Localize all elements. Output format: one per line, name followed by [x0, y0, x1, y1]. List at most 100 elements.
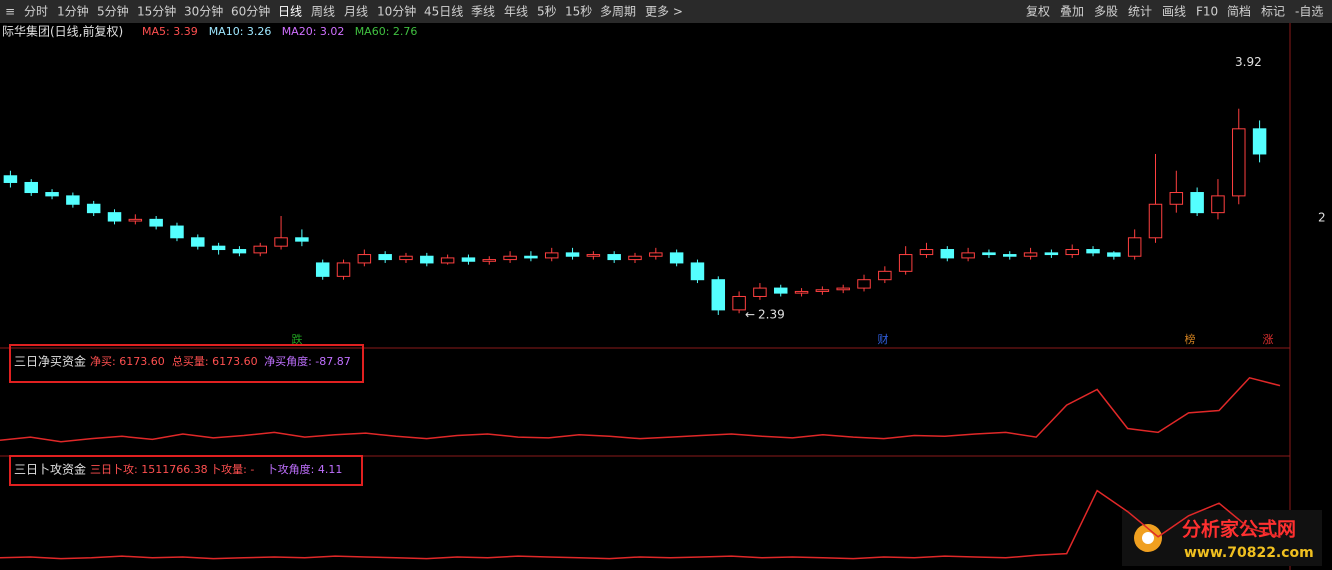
candle-body — [378, 254, 392, 261]
highlight-box — [9, 455, 363, 486]
candle-body — [503, 255, 517, 261]
ma-label: MA60: 2.76 — [355, 25, 418, 38]
candle-body — [565, 252, 580, 257]
candle-body — [1023, 252, 1038, 257]
period-tab[interactable]: 分时 — [24, 5, 48, 19]
candle-body — [1211, 195, 1225, 214]
period-tab[interactable]: 年线 — [504, 5, 528, 19]
period-tab[interactable]: 周线 — [311, 5, 335, 19]
candle-body — [898, 254, 913, 272]
candle-body — [149, 218, 163, 227]
candle-body — [940, 249, 955, 259]
candle-body — [607, 254, 621, 261]
candle-body — [336, 262, 351, 277]
toolbar-icon: ≡ — [5, 5, 15, 19]
candle-body — [482, 259, 497, 262]
candle-body — [1127, 237, 1142, 257]
period-tab[interactable]: 日线 — [278, 5, 302, 19]
period-tab[interactable]: 多周期 — [600, 5, 636, 19]
period-tab[interactable]: 1分钟 — [57, 4, 89, 19]
period-tab[interactable]: 30分钟 — [184, 4, 223, 19]
candle-body — [669, 252, 684, 264]
period-tab[interactable]: 季线 — [471, 5, 495, 19]
candle-body — [461, 257, 476, 262]
candle-body — [440, 257, 455, 264]
period-tab[interactable]: 15分钟 — [137, 4, 176, 19]
candle-body — [399, 255, 413, 261]
candle-body — [128, 218, 143, 222]
candle-body — [1148, 203, 1163, 239]
candle-body — [878, 270, 892, 281]
tool-button[interactable]: 标记 — [1261, 5, 1285, 19]
period-tab[interactable]: 10分钟 — [377, 4, 416, 19]
period-tab[interactable]: 月线 — [344, 5, 368, 19]
ma-label: MA10: 3.26 — [209, 25, 272, 38]
ma-label: MA20: 3.02 — [282, 25, 345, 38]
candle-body — [628, 255, 642, 261]
tool-button[interactable]: 统计 — [1128, 5, 1152, 19]
period-tab[interactable]: 60分钟 — [231, 4, 270, 19]
candle-body — [1252, 128, 1267, 155]
period-tab[interactable]: 15秒 — [565, 5, 592, 19]
period-tab[interactable]: 更多 > — [645, 5, 683, 19]
indicator-legend: 卜攻量: - — [210, 462, 254, 476]
candle-body — [586, 254, 601, 257]
watermark-title: 分析家公式网 — [1182, 518, 1296, 541]
toolbar — [0, 0, 1332, 23]
candle-body — [45, 192, 59, 197]
candle-body — [524, 255, 538, 259]
tool-button[interactable]: 简档 — [1227, 5, 1251, 19]
candle-body — [732, 295, 746, 311]
candle-body — [773, 287, 788, 294]
candle-body — [836, 287, 850, 291]
candle-body — [295, 237, 309, 242]
tool-button[interactable]: 叠加 — [1060, 5, 1084, 19]
candle-body — [961, 252, 975, 259]
indicator-line — [0, 489, 1281, 560]
tool-button[interactable]: 画线 — [1162, 5, 1186, 19]
candle-body — [315, 262, 330, 277]
indicator-legend: 净买角度: -87.87 — [264, 354, 351, 368]
candle-body — [690, 262, 705, 281]
candle-body — [107, 212, 122, 222]
tool-button[interactable]: F10 — [1196, 5, 1218, 19]
watermark-url: www.70822.com — [1184, 545, 1314, 561]
candle-body — [1190, 192, 1204, 214]
chart-title: 际华集团(日线,前复权) — [2, 24, 123, 39]
tool-button[interactable]: 多股 — [1094, 5, 1118, 19]
event-marker: 跌 — [292, 332, 303, 346]
candle-body — [1044, 252, 1059, 256]
candle-body — [253, 245, 267, 254]
candle-body — [857, 279, 871, 289]
candle-body — [753, 287, 767, 297]
arrow: ← — [745, 307, 755, 321]
candle-body — [711, 279, 726, 311]
candle-body — [1086, 249, 1100, 254]
logo — [1142, 532, 1154, 544]
candle-body — [982, 252, 996, 256]
indicator-legend: 三日卜攻: 1511766.38 — [90, 462, 208, 476]
candle-body — [1003, 254, 1017, 257]
candle-body — [211, 245, 226, 251]
indicator-title: 三日卜攻资金 — [14, 462, 86, 477]
indicator-line — [0, 376, 1281, 443]
candle-body — [919, 249, 934, 256]
indicator-legend: 卜攻角度: 4.11 — [267, 462, 343, 476]
candle-body — [649, 252, 663, 257]
indicator-legend: 总买量: 6173.60 — [172, 354, 258, 368]
tool-button[interactable]: -自选 — [1295, 5, 1323, 19]
period-tab[interactable]: 5秒 — [537, 5, 557, 19]
period-tab[interactable]: 5分钟 — [97, 4, 129, 19]
candle-body — [544, 252, 559, 259]
period-tab[interactable]: 45日线 — [424, 5, 463, 19]
candle-body — [1065, 249, 1079, 256]
price-annotation: 2.39 — [758, 307, 785, 321]
candle-body — [170, 225, 184, 239]
candle-body — [86, 203, 101, 214]
tool-button[interactable]: 复权 — [1026, 5, 1050, 19]
highlight-box — [9, 344, 364, 383]
event-marker: 榜 — [1185, 332, 1196, 346]
event-marker: 涨 — [1263, 333, 1274, 346]
